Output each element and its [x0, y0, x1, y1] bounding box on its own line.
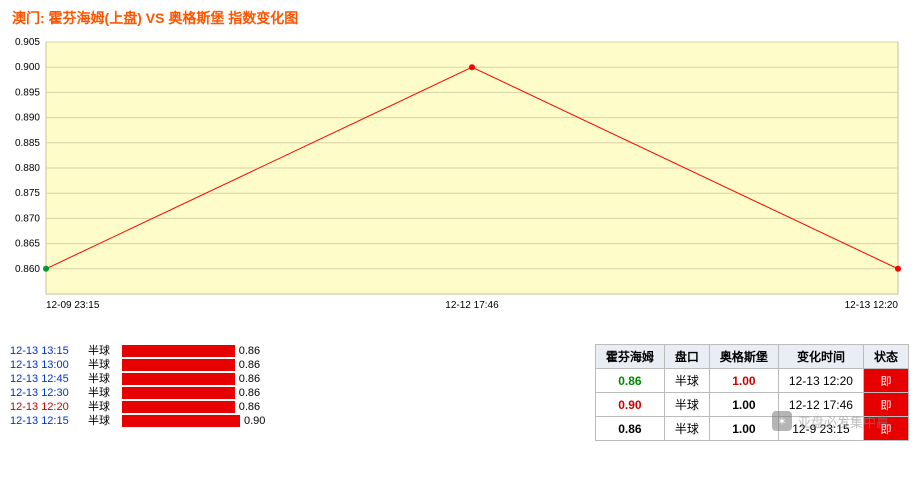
- svg-text:0.900: 0.900: [15, 62, 40, 73]
- svg-text:0.905: 0.905: [15, 37, 40, 48]
- history-row: 12-13 12:45半球: [10, 372, 110, 386]
- svg-text:0.895: 0.895: [15, 87, 40, 98]
- odds-col-header: 变化时间: [778, 345, 863, 369]
- history-row: 12-13 12:15半球: [10, 414, 110, 428]
- history-row: 12-13 13:00半球: [10, 358, 110, 372]
- history-bar: 0.86: [122, 344, 265, 358]
- history-bar: 0.86: [122, 400, 265, 414]
- history-row: 12-13 12:30半球: [10, 386, 110, 400]
- svg-text:12-12 17:46: 12-12 17:46: [445, 300, 499, 311]
- odds-row: 0.86半球1.0012-13 12:20即: [595, 369, 908, 393]
- wechat-icon: ✶: [772, 411, 792, 431]
- history-list: 12-13 13:15半球12-13 13:00半球12-13 12:45半球1…: [10, 344, 265, 441]
- svg-text:0.870: 0.870: [15, 213, 40, 224]
- line-chart: 0.860 0.865 0.870 0.875 0.880 0.885 0.890 0.895…: [10, 36, 906, 316]
- status-badge: 即: [872, 372, 899, 390]
- chart-container: 0.860 0.865 0.870 0.875 0.880 0.885 0.890 0.895…: [10, 36, 909, 316]
- odds-col-header: 盘口: [664, 345, 709, 369]
- watermark-text: 亚盘必发集中赢: [798, 412, 889, 431]
- svg-text:0.860: 0.860: [15, 264, 40, 275]
- page-title: 澳门: 霍芬海姆(上盘) VS 奥格斯堡 指数变化图: [0, 0, 919, 36]
- svg-text:0.890: 0.890: [15, 113, 40, 124]
- svg-text:0.885: 0.885: [15, 138, 40, 149]
- history-bar: 0.90: [122, 414, 265, 428]
- watermark: ✶ 亚盘必发集中赢: [772, 411, 889, 431]
- history-bar: 0.86: [122, 372, 265, 386]
- odds-col-header: 奥格斯堡: [709, 345, 778, 369]
- history-row: 12-13 12:20半球: [10, 400, 110, 414]
- odds-col-header: 霍芬海姆: [595, 345, 664, 369]
- svg-text:0.880: 0.880: [15, 163, 40, 174]
- svg-text:12-09 23:15: 12-09 23:15: [46, 300, 100, 311]
- svg-text:12-13 12:20: 12-13 12:20: [845, 300, 899, 311]
- history-bar: 0.86: [122, 358, 265, 372]
- history-bar: 0.86: [122, 386, 265, 400]
- svg-text:0.865: 0.865: [15, 239, 40, 250]
- history-row: 12-13 13:15半球: [10, 344, 110, 358]
- svg-text:0.875: 0.875: [15, 188, 40, 199]
- odds-col-header: 状态: [863, 345, 908, 369]
